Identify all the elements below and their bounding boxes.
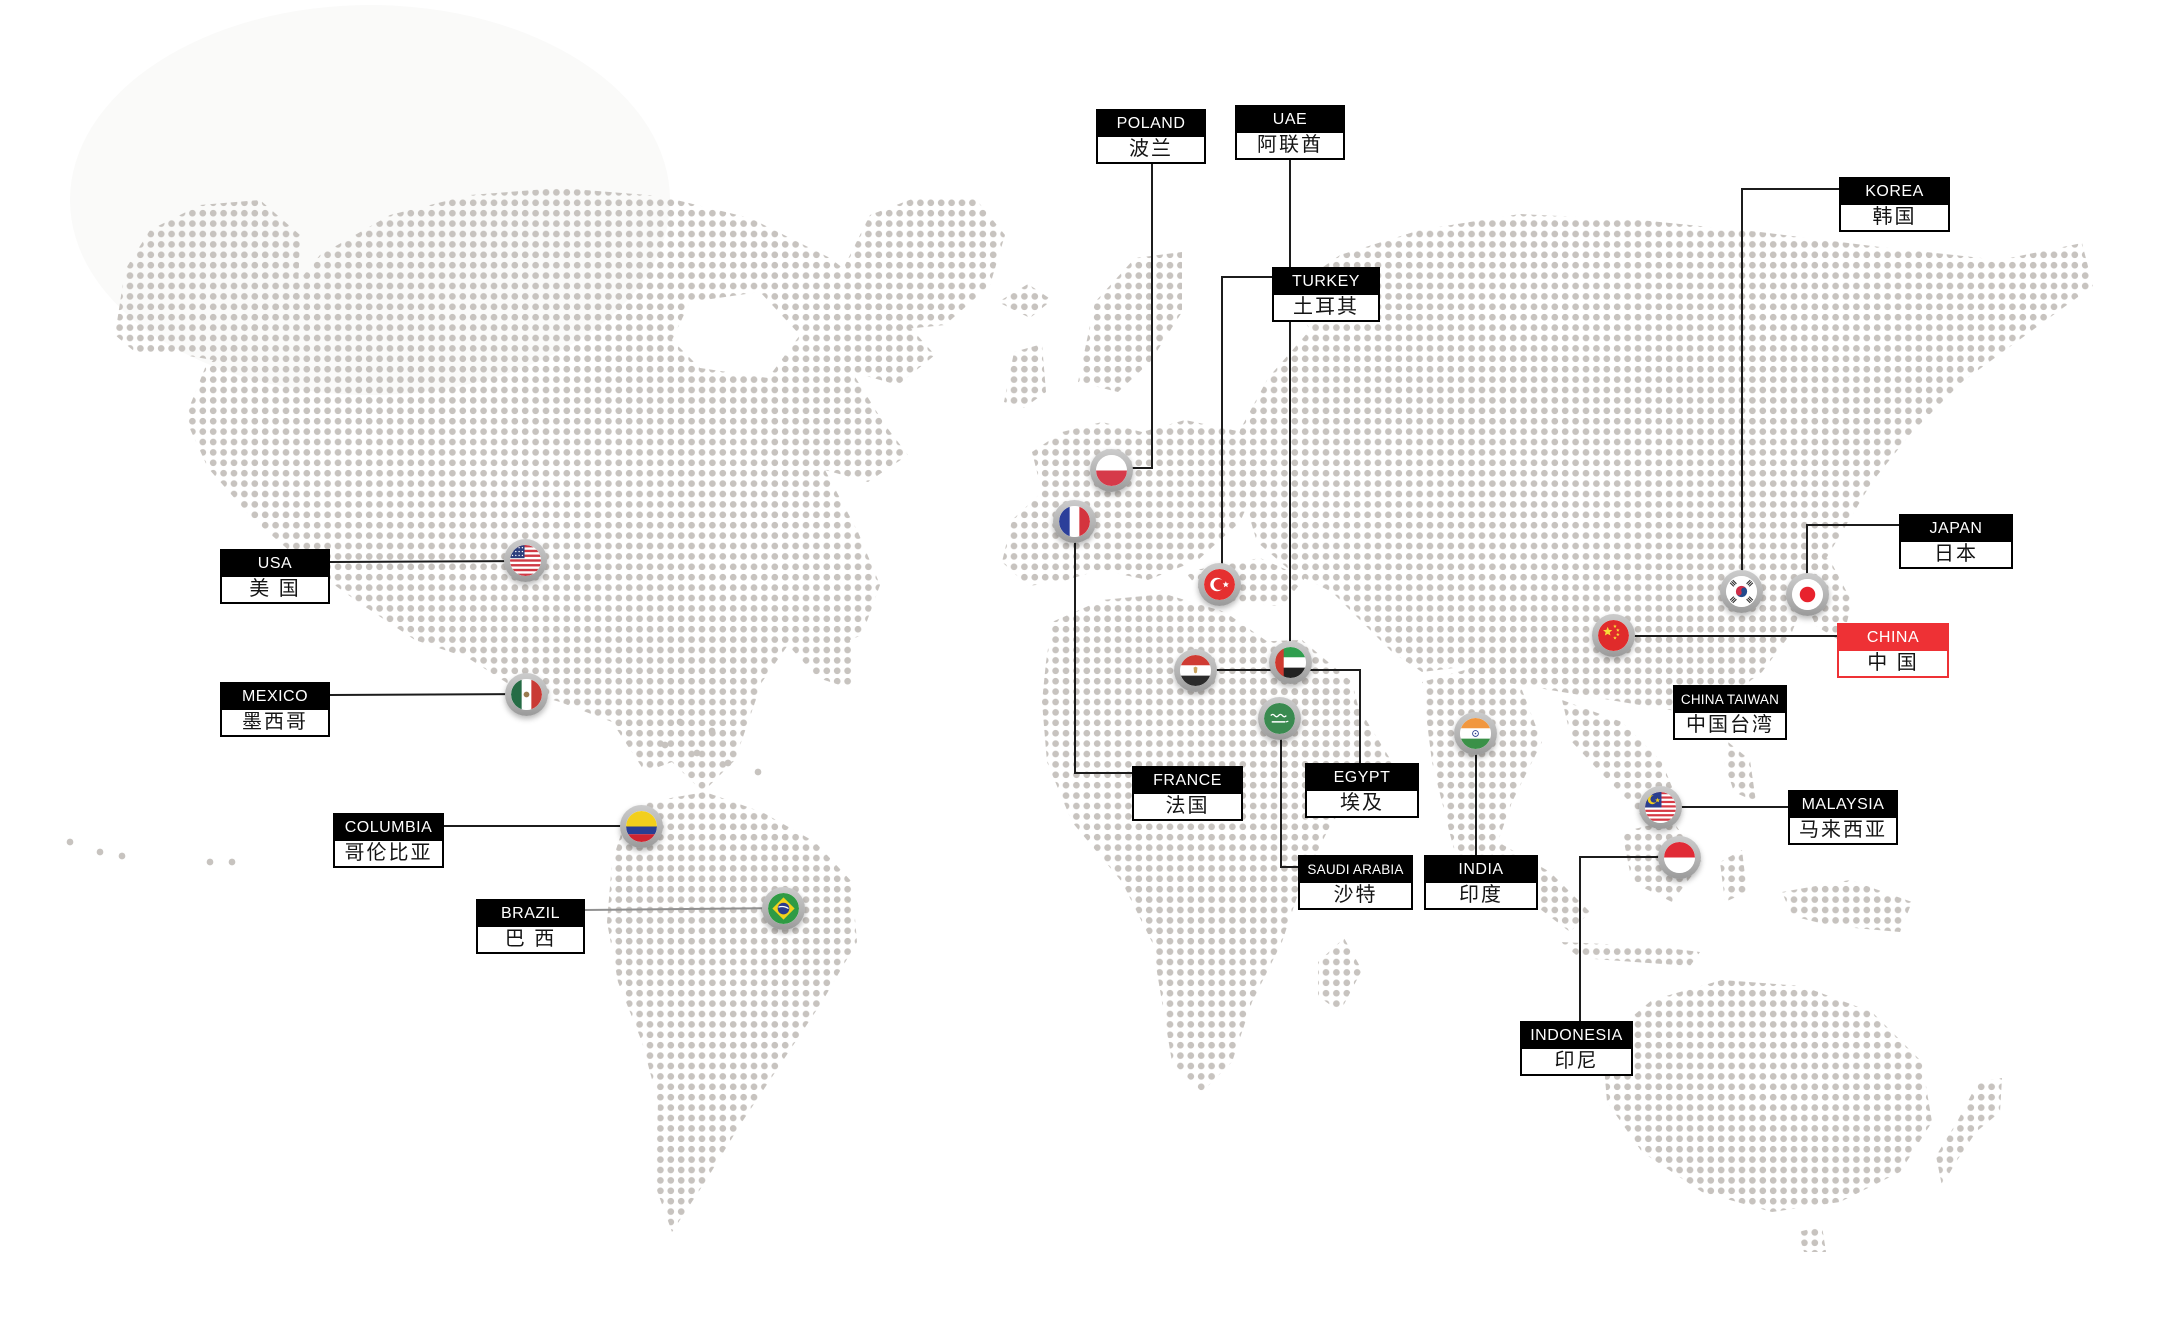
- france-flag-icon: [1058, 505, 1090, 537]
- country-name-en: TURKEY: [1274, 269, 1378, 295]
- country-label-egypt[interactable]: EGYPT 埃及: [1305, 763, 1419, 818]
- connector-turkey: [1221, 276, 1272, 584]
- country-name-zh: 法国: [1165, 795, 1210, 817]
- connector-japan: [1806, 524, 1899, 594]
- country-label-colombia[interactable]: COLUMBIA 哥伦比亚: [333, 813, 444, 868]
- country-name-en: CHINA: [1839, 625, 1947, 651]
- country-label-japan[interactable]: JAPAN 日本: [1899, 514, 2013, 569]
- country-name-en: INDIA: [1426, 857, 1536, 883]
- connector-brazil: [584, 907, 784, 911]
- poland-flag-marker[interactable]: [1089, 448, 1133, 492]
- turkey-flag-icon: [1203, 568, 1235, 600]
- country-name-zh: 印度: [1459, 884, 1503, 906]
- japan-flag-marker[interactable]: [1785, 572, 1829, 616]
- country-name-en: FRANCE: [1134, 768, 1241, 794]
- indonesia-flag-icon: [1663, 841, 1695, 873]
- country-name-zh: 哥伦比亚: [344, 842, 433, 864]
- korea-flag-icon: [1725, 575, 1757, 607]
- country-label-malaysia[interactable]: MALAYSIA 马来西亚: [1788, 790, 1898, 845]
- usa-flag-marker[interactable]: [503, 538, 547, 582]
- korea-flag-marker[interactable]: [1719, 569, 1763, 613]
- country-name-zh: 韩国: [1872, 206, 1917, 228]
- country-name-zh: 墨西哥: [242, 711, 308, 733]
- country-label-china[interactable]: CHINA 中 国: [1837, 623, 1949, 678]
- country-name-en: MEXICO: [222, 684, 328, 710]
- country-name-en: MALAYSIA: [1790, 792, 1896, 818]
- country-name-zh: 美 国: [249, 578, 301, 600]
- country-label-saudi-arabia[interactable]: SAUDI ARABIA 沙特: [1298, 855, 1413, 910]
- saudi-arabia-flag-icon: [1263, 702, 1295, 734]
- country-name-zh: 土耳其: [1293, 296, 1359, 318]
- mexico-flag-marker[interactable]: [504, 672, 548, 716]
- country-label-poland[interactable]: POLAND 波兰: [1096, 109, 1206, 164]
- country-label-uae[interactable]: UAE 阿联酋: [1235, 105, 1345, 160]
- connector-egypt: [1195, 669, 1361, 763]
- country-name-zh: 中国台湾: [1686, 714, 1774, 736]
- country-name-en: UAE: [1237, 107, 1343, 133]
- egypt-flag-marker[interactable]: [1173, 648, 1217, 692]
- country-name-zh: 中 国: [1867, 652, 1919, 674]
- mexico-flag-icon: [510, 678, 542, 710]
- malaysia-flag-icon: [1644, 791, 1676, 823]
- country-label-mexico[interactable]: MEXICO 墨西哥: [220, 682, 330, 737]
- japan-flag-icon: [1791, 578, 1823, 610]
- usa-flag-icon: [509, 544, 541, 576]
- country-name-zh: 日本: [1934, 543, 1978, 565]
- country-name-en: EGYPT: [1307, 765, 1417, 791]
- country-label-india[interactable]: INDIA 印度: [1424, 855, 1538, 910]
- poland-flag-icon: [1095, 454, 1127, 486]
- country-label-indonesia[interactable]: INDONESIA 印尼: [1520, 1021, 1633, 1076]
- country-name-zh: 马来西亚: [1799, 819, 1887, 841]
- connector-mexico: [329, 693, 527, 696]
- country-label-brazil[interactable]: BRAZIL 巴 西: [476, 899, 585, 954]
- brazil-flag-icon: [767, 892, 799, 924]
- uae-flag-icon: [1274, 646, 1306, 678]
- china-flag-marker[interactable]: [1591, 613, 1635, 657]
- country-name-en: INDONESIA: [1522, 1023, 1631, 1049]
- connector-indonesia: [1579, 856, 1679, 1021]
- country-label-turkey[interactable]: TURKEY 土耳其: [1272, 267, 1380, 322]
- country-name-en: JAPAN: [1901, 516, 2011, 542]
- connector-korea: [1741, 188, 1839, 591]
- malaysia-flag-marker[interactable]: [1638, 785, 1682, 829]
- country-label-korea[interactable]: KOREA 韩国: [1839, 177, 1950, 232]
- country-name-zh: 阿联酋: [1257, 134, 1323, 156]
- country-name-en: CHINA TAIWAN: [1675, 687, 1785, 713]
- country-name-en: KOREA: [1841, 179, 1948, 205]
- country-label-china-taiwan[interactable]: CHINA TAIWAN 中国台湾: [1673, 685, 1787, 740]
- india-flag-marker[interactable]: [1453, 711, 1497, 755]
- turkey-flag-marker[interactable]: [1197, 562, 1241, 606]
- country-name-en: USA: [222, 551, 328, 577]
- country-name-zh: 波兰: [1129, 138, 1173, 160]
- china-flag-icon: [1597, 619, 1629, 651]
- france-flag-marker[interactable]: [1052, 499, 1096, 543]
- country-name-en: BRAZIL: [478, 901, 583, 927]
- connector-france: [1074, 521, 1132, 774]
- country-name-zh: 印尼: [1554, 1050, 1599, 1072]
- india-flag-icon: [1459, 717, 1491, 749]
- country-name-en: SAUDI ARABIA: [1300, 857, 1411, 883]
- country-label-france[interactable]: FRANCE 法国: [1132, 766, 1243, 821]
- country-label-usa[interactable]: USA 美 国: [220, 549, 330, 604]
- saudi-arabia-flag-marker[interactable]: [1257, 696, 1301, 740]
- indonesia-flag-marker[interactable]: [1657, 835, 1701, 879]
- egypt-flag-icon: [1179, 654, 1211, 686]
- brazil-flag-marker[interactable]: [761, 886, 805, 930]
- country-name-en: COLUMBIA: [335, 815, 442, 841]
- colombia-flag-icon: [625, 810, 657, 842]
- connector-usa: [329, 560, 526, 563]
- uae-flag-marker[interactable]: [1268, 640, 1312, 684]
- connector-saudi-arabia: [1280, 718, 1298, 868]
- country-name-zh: 巴 西: [504, 928, 557, 950]
- country-name-en: POLAND: [1098, 111, 1204, 137]
- country-name-zh: 埃及: [1340, 792, 1384, 814]
- colombia-flag-marker[interactable]: [619, 804, 663, 848]
- country-name-zh: 沙特: [1333, 884, 1378, 906]
